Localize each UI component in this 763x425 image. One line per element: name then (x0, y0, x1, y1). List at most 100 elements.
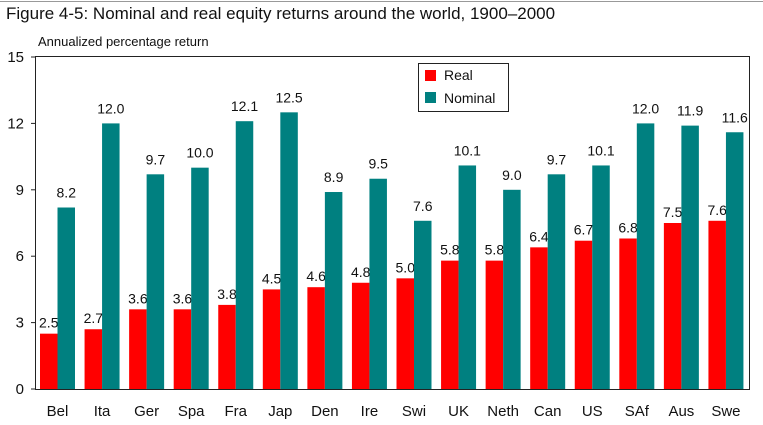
legend-swatch-real (425, 70, 436, 81)
data-label-nominal-ita: 12.0 (97, 100, 124, 116)
legend-label-nominal: Nominal (444, 90, 495, 106)
bar-real-us (574, 240, 593, 389)
x-tick-label: Neth (487, 403, 519, 420)
y-tick-label: 12 (7, 115, 24, 132)
bar-real-can (530, 247, 548, 389)
x-tick-label: Den (311, 403, 339, 420)
bar-real-jap (262, 289, 281, 389)
bar-real-den (307, 287, 325, 389)
x-tick-label: Ita (94, 403, 111, 420)
bar-nominal-jap (280, 112, 298, 389)
legend-swatch-nominal (425, 92, 436, 103)
data-label-real-ger: 3.6 (128, 290, 148, 306)
data-label-nominal-ire: 9.5 (368, 156, 388, 172)
data-label-nominal-uk: 10.1 (454, 142, 481, 158)
data-label-nominal-fra: 12.1 (231, 98, 258, 114)
bar-nominal-us (592, 165, 610, 389)
bar-real-saf (619, 238, 637, 389)
data-label-real-can: 6.4 (529, 228, 549, 244)
data-label-real-neth: 5.8 (485, 242, 505, 258)
x-tick-label: Ire (361, 403, 379, 420)
x-tick-label: Swi (402, 403, 426, 420)
data-label-real-uk: 5.8 (440, 242, 460, 258)
x-tick-label: Bel (47, 403, 69, 420)
data-label-nominal-us: 10.1 (587, 142, 614, 158)
data-label-real-jap: 4.5 (262, 270, 282, 286)
bars: 2.5 8.2 2.7 12.0 3.6 9.7 3.6 10.0 3.8 12.1 4.5 12.5… (39, 89, 748, 390)
bar-nominal-bel (57, 207, 75, 389)
bar-real-fra (218, 304, 236, 389)
data-label-nominal-den: 8.9 (324, 169, 344, 185)
bar-nominal-fra (235, 121, 254, 389)
bar-nominal-can (547, 174, 566, 389)
y-axis-label: Annualized percentage return (38, 34, 209, 49)
data-label-real-den: 4.6 (306, 268, 326, 284)
data-label-real-us: 6.7 (574, 222, 594, 238)
bar-real-swi (396, 278, 414, 389)
bar-real-uk (441, 260, 459, 389)
data-label-real-ire: 4.8 (351, 264, 371, 280)
x-tick-label: Ger (134, 403, 159, 420)
data-label-nominal-swi: 7.6 (413, 198, 433, 214)
bar-nominal-spa (191, 167, 209, 389)
x-tick-label: Fra (225, 403, 248, 420)
data-label-nominal-ger: 9.7 (146, 151, 166, 167)
y-tick-label: 0 (16, 381, 24, 398)
data-label-nominal-saf: 12.0 (632, 100, 659, 116)
bar-nominal-ita (102, 123, 120, 390)
data-label-nominal-jap: 12.5 (275, 89, 302, 105)
x-tick-label: SAf (625, 403, 650, 420)
data-label-nominal-spa: 10.0 (186, 145, 213, 161)
y-tick-label: 9 (16, 182, 24, 199)
y-axis: 0 3 6 9 12 15 (7, 49, 36, 398)
x-axis: Bel Ita Ger Spa Fra Jap Den Ire Swi UK Neth Can US SA… (47, 403, 741, 420)
bar-nominal-ire (369, 178, 387, 389)
y-tick-label: 3 (16, 315, 24, 332)
bar-nominal-neth (503, 189, 521, 389)
x-tick-label: Can (534, 403, 562, 420)
legend-box (418, 63, 509, 112)
data-label-real-swi: 5.0 (396, 259, 416, 275)
data-label-nominal-bel: 8.2 (57, 185, 77, 201)
bar-nominal-aus (681, 125, 699, 389)
data-label-real-swe: 7.6 (707, 202, 727, 218)
x-tick-label: Spa (178, 403, 205, 420)
bar-nominal-den (324, 192, 343, 389)
data-label-real-ita: 2.7 (84, 310, 104, 326)
x-tick-label: US (582, 403, 603, 420)
data-label-real-saf: 6.8 (618, 219, 638, 235)
x-tick-label: Jap (268, 403, 292, 420)
data-label-real-aus: 7.5 (663, 204, 683, 220)
bar-real-swe (708, 220, 726, 389)
data-label-real-bel: 2.5 (39, 315, 59, 331)
legend: Real Nominal (418, 63, 509, 112)
title-rule (0, 1, 763, 2)
bar-nominal-saf (636, 123, 655, 390)
data-label-nominal-can: 9.7 (547, 151, 567, 167)
bar-nominal-uk (458, 165, 477, 389)
data-label-real-fra: 3.8 (217, 286, 237, 302)
plot-frame (35, 56, 750, 390)
bar-nominal-swe (725, 132, 744, 389)
bar-real-spa (173, 309, 192, 389)
x-tick-label: Aus (668, 403, 694, 420)
bar-real-ire (351, 282, 370, 389)
page-title: Figure 4-5: Nominal and real equity retu… (6, 4, 556, 23)
bar-nominal-ger (146, 174, 165, 389)
y-tick-label: 15 (7, 49, 24, 66)
data-label-nominal-neth: 9.0 (502, 167, 522, 183)
bar-nominal-swi (414, 220, 432, 389)
bar-real-neth (485, 260, 504, 389)
bar-real-ita (84, 329, 103, 389)
y-tick-label: 6 (16, 248, 24, 265)
legend-label-real: Real (444, 67, 473, 83)
bar-real-bel (40, 333, 58, 389)
bar-real-aus (663, 223, 682, 389)
x-tick-label: UK (448, 403, 469, 420)
data-label-nominal-swe: 11.6 (722, 109, 748, 125)
data-label-nominal-aus: 11.9 (677, 103, 703, 119)
bar-real-ger (129, 309, 147, 389)
data-label-real-spa: 3.6 (173, 290, 193, 306)
x-tick-label: Swe (711, 403, 740, 420)
